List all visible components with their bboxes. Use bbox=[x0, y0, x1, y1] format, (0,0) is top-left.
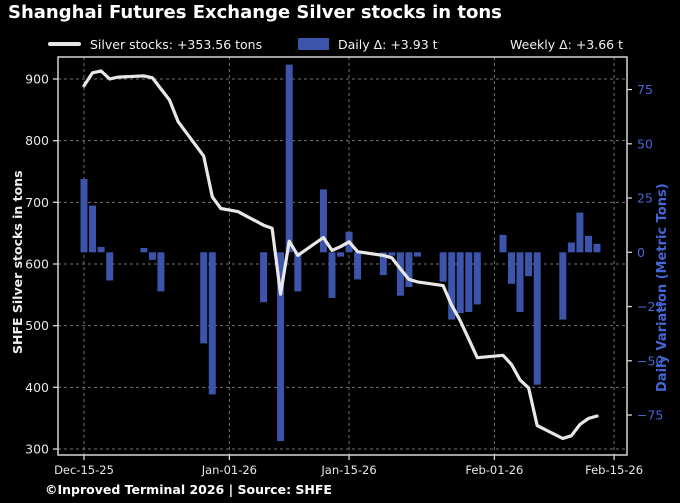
daily-change-bar bbox=[465, 252, 473, 312]
legend-label-silver-stocks: Silver stocks: +353.56 tons bbox=[90, 36, 263, 52]
daily-change-bars bbox=[80, 64, 601, 442]
daily-change-bar bbox=[593, 243, 601, 253]
daily-change-bar bbox=[328, 252, 336, 298]
y-tick-label-left: 500 bbox=[25, 318, 49, 333]
daily-change-bar bbox=[285, 64, 293, 253]
axis-ticks bbox=[53, 78, 632, 460]
y-tick-label-left: 800 bbox=[25, 133, 49, 148]
daily-change-bar bbox=[567, 242, 575, 253]
y-tick-label-right: −75 bbox=[637, 408, 663, 423]
daily-change-bar bbox=[97, 246, 105, 253]
left-axis-label: SHFE Silver stocks in tons bbox=[10, 170, 25, 354]
y-tick-label-left: 700 bbox=[25, 195, 49, 210]
daily-change-bar bbox=[499, 234, 507, 253]
daily-change-bar bbox=[337, 252, 344, 257]
daily-change-bar bbox=[508, 252, 515, 284]
y-tick-label-left: 900 bbox=[25, 72, 49, 87]
legend-item-silver-stocks: Silver stocks: +353.56 tons bbox=[48, 34, 262, 54]
daily-change-bar bbox=[89, 205, 96, 253]
x-tick-label: Jan-01-26 bbox=[201, 463, 257, 477]
x-tick-label: Dec-15-25 bbox=[54, 463, 114, 477]
y-tick-label-left: 300 bbox=[25, 442, 49, 457]
y-tick-label-right: 0 bbox=[637, 245, 645, 260]
daily-change-bar bbox=[319, 189, 327, 253]
y-tick-label-right: −25 bbox=[637, 299, 663, 314]
daily-change-bar bbox=[405, 252, 413, 287]
legend: Silver stocks: +353.56 tons Daily Δ: +3.… bbox=[0, 34, 680, 54]
daily-change-bar bbox=[354, 252, 362, 280]
y-tick-label-right: −50 bbox=[637, 353, 663, 368]
y-tick-label-right: 75 bbox=[637, 82, 653, 97]
legend-label-weekly-delta: Weekly Δ: +3.66 t bbox=[510, 36, 624, 52]
daily-change-bar bbox=[473, 252, 481, 305]
axis-tick-labels: 300 400 500 600 700 800 900 −75 −50 −25 0 25 50 75 Dec… bbox=[25, 72, 663, 478]
daily-change-bar bbox=[388, 252, 396, 256]
line-sample-icon bbox=[48, 42, 81, 46]
x-tick-label: Feb-01-26 bbox=[465, 463, 523, 477]
legend-item-daily-delta: Daily Δ: +3.93 t bbox=[298, 34, 438, 54]
daily-change-bar bbox=[140, 248, 148, 253]
daily-change-bar bbox=[456, 252, 464, 314]
y-tick-label-left: 600 bbox=[25, 257, 49, 272]
daily-change-bar bbox=[448, 252, 456, 320]
y-tick-label-left: 400 bbox=[25, 380, 49, 395]
daily-change-bar bbox=[396, 252, 404, 296]
daily-change-bar bbox=[585, 235, 592, 253]
daily-change-bar bbox=[516, 252, 524, 312]
daily-change-bar bbox=[106, 252, 114, 281]
daily-change-bar bbox=[576, 212, 584, 253]
legend-item-weekly-delta: Weekly Δ: +3.66 t bbox=[510, 34, 623, 54]
chart-title: Shanghai Futures Exchange Silver stocks … bbox=[8, 2, 502, 23]
daily-change-bar bbox=[439, 252, 447, 282]
x-tick-label: Jan-15-26 bbox=[320, 463, 376, 477]
daily-change-bar bbox=[80, 179, 88, 253]
daily-change-bar bbox=[208, 252, 216, 395]
daily-change-bar bbox=[414, 252, 421, 257]
daily-change-bar bbox=[157, 252, 165, 292]
x-tick-label: Feb-15-26 bbox=[585, 463, 643, 477]
footer-credit: ©Inproved Terminal 2026 | Source: SHFE bbox=[45, 482, 332, 497]
gridlines bbox=[58, 57, 627, 455]
daily-change-bar bbox=[525, 252, 533, 277]
daily-change-bar bbox=[260, 252, 268, 303]
daily-change-bar bbox=[379, 252, 387, 276]
silver-stocks-line bbox=[82, 69, 599, 441]
daily-change-bar bbox=[277, 252, 285, 442]
daily-change-bar bbox=[200, 252, 208, 344]
right-axis-label: Daily Variation (Metric Tons) bbox=[655, 183, 670, 392]
y-tick-label-right: 25 bbox=[637, 191, 653, 206]
daily-change-bar bbox=[559, 252, 567, 320]
daily-change-bar bbox=[148, 252, 156, 260]
bar-swatch-icon bbox=[298, 38, 329, 50]
legend-label-daily-delta: Daily Δ: +3.93 t bbox=[338, 36, 438, 52]
y-tick-label-right: 50 bbox=[637, 136, 653, 151]
daily-change-bar bbox=[294, 252, 302, 292]
daily-change-bar bbox=[533, 252, 541, 385]
plot-border bbox=[57, 56, 628, 456]
